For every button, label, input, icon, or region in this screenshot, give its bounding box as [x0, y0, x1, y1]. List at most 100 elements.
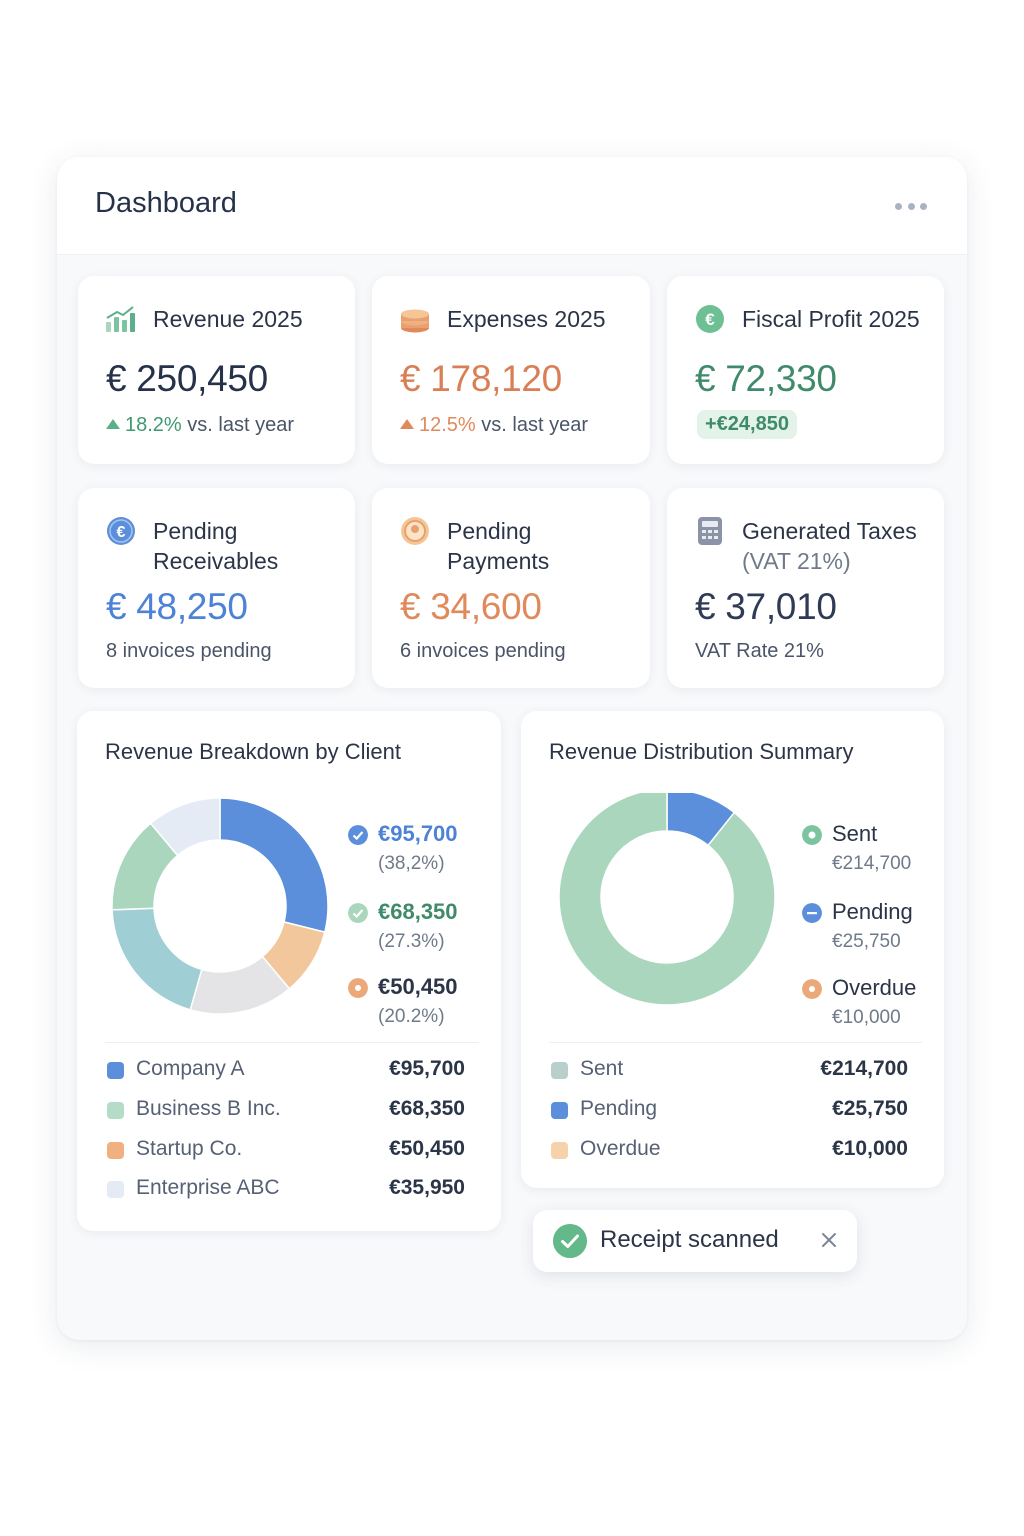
legend-amount: €35,950: [389, 1176, 465, 1199]
fiscal-profit-card[interactable]: € Fiscal Profit 2025 € 72,330 +€24,850: [667, 276, 944, 464]
callout-value: €10,000: [832, 1007, 901, 1028]
legend-name: Enterprise ABC: [136, 1176, 280, 1199]
legend-name: Overdue: [580, 1137, 661, 1160]
status-donut-chart[interactable]: [556, 793, 778, 1015]
revenue-change-pct: 18.2%: [125, 414, 182, 436]
generated-taxes-label: Generated Taxes (VAT 21%): [742, 516, 917, 576]
label-line-1: Generated Taxes: [742, 518, 917, 544]
legend-name: Business B Inc.: [136, 1097, 281, 1120]
legend-amount: €50,450: [389, 1137, 465, 1160]
expenses-change-suffix: vs. last year: [481, 414, 588, 436]
divider: [105, 1042, 479, 1043]
legend-swatch: [551, 1142, 568, 1159]
legend-name: Sent: [580, 1057, 624, 1080]
callout-percent: (20.2%): [378, 1006, 445, 1027]
legend-swatch: [107, 1062, 124, 1079]
callout-value: €50,450: [378, 974, 458, 999]
fiscal-profit-badge: +€24,850: [697, 410, 797, 439]
pending-payments-card[interactable]: Pending Payments € 34,600 6 invoices pen…: [372, 488, 650, 688]
euro-icon: €: [696, 305, 724, 333]
legend-swatch: [107, 1142, 124, 1159]
callout-percent: (38,2%): [378, 853, 445, 874]
revenue-breakdown-card: Revenue Breakdown by Client €95,700 (38,…: [77, 711, 501, 1231]
callout-label: Pending: [832, 899, 913, 924]
revenue-card[interactable]: Revenue 2025 € 250,450 18.2% vs. last ye…: [78, 276, 355, 464]
pending-payments-value: € 34,600: [400, 586, 542, 627]
coin-icon: [401, 517, 429, 545]
callout-value: €95,700: [378, 821, 458, 846]
callout-value: €68,350: [378, 899, 458, 924]
generated-taxes-note: VAT Rate 21%: [695, 640, 824, 662]
legend-row: Company A €95,700: [105, 1055, 465, 1085]
dot-circle-icon: [348, 978, 368, 998]
expenses-change: 12.5% vs. last year: [400, 414, 588, 437]
legend-row: Business B Inc. €68,350: [105, 1095, 465, 1125]
legend-amount: €68,350: [389, 1097, 465, 1120]
pending-payments-note: 6 invoices pending: [400, 640, 566, 662]
client-slice-company-a[interactable]: [219, 797, 329, 934]
legend-swatch: [107, 1102, 124, 1119]
header: Dashboard: [57, 157, 967, 255]
svg-text:€: €: [705, 310, 715, 329]
pending-payments-label: Pending Payments: [447, 516, 549, 576]
toast-message: Receipt scanned: [600, 1226, 779, 1253]
expenses-label: Expenses 2025: [447, 306, 606, 332]
up-arrow-icon: [400, 419, 414, 429]
euro-icon: €: [107, 517, 135, 545]
label-line-2: Receivables: [153, 548, 279, 574]
svg-text:€: €: [117, 524, 126, 541]
callout-label: Overdue: [832, 975, 917, 1000]
legend-amount: €214,700: [820, 1057, 908, 1080]
fiscal-profit-label: Fiscal Profit 2025: [742, 306, 920, 332]
pending-receivables-value: € 48,250: [106, 586, 248, 627]
dot-circle-icon: [802, 825, 822, 845]
legend-row: Pending €25,750: [549, 1095, 908, 1125]
pending-receivables-label: Pending Receivables: [153, 516, 278, 576]
receipt-scanned-toast: Receipt scanned: [533, 1210, 857, 1272]
status-slice-sent[interactable]: [558, 793, 776, 1006]
legend-swatch: [551, 1102, 568, 1119]
legend-name: Pending: [580, 1097, 658, 1120]
close-icon[interactable]: [819, 1230, 839, 1250]
generated-taxes-value: € 37,010: [695, 586, 837, 627]
calculator-icon: [698, 517, 722, 545]
chart-title: Revenue Breakdown by Client: [105, 739, 401, 764]
bar-chart-icon: [106, 306, 135, 332]
client-slice-business-b-inc-[interactable]: [111, 907, 203, 1011]
legend-swatch: [107, 1181, 124, 1198]
pending-receivables-card[interactable]: € Pending Receivables € 48,250 8 invoice…: [78, 488, 355, 688]
label-line-1: Pending: [447, 518, 532, 544]
expenses-card[interactable]: Expenses 2025 € 178,120 12.5% vs. last y…: [372, 276, 650, 464]
label-line-2: Payments: [447, 548, 550, 574]
revenue-value: € 250,450: [106, 358, 268, 399]
legend-row: Startup Co. €50,450: [105, 1135, 465, 1165]
legend-amount: €95,700: [389, 1057, 465, 1080]
up-arrow-icon: [106, 419, 120, 429]
callout-value: €25,750: [832, 931, 901, 952]
legend-amount: €25,750: [832, 1097, 908, 1120]
expenses-value: € 178,120: [400, 358, 562, 399]
dot-circle-icon: [802, 979, 822, 999]
label-line-2: (VAT 21%): [742, 548, 851, 574]
divider: [549, 1042, 922, 1043]
page-title: Dashboard: [95, 187, 237, 219]
generated-taxes-card[interactable]: Generated Taxes (VAT 21%) € 37,010 VAT R…: [667, 488, 944, 688]
more-options-icon[interactable]: [895, 203, 927, 211]
legend-row: Overdue €10,000: [549, 1135, 908, 1165]
callout-label: Sent: [832, 821, 878, 846]
legend-row: Enterprise ABC €35,950: [105, 1174, 465, 1204]
legend-swatch: [551, 1062, 568, 1079]
expenses-change-pct: 12.5%: [419, 414, 476, 436]
chart-title: Revenue Distribution Summary: [549, 739, 854, 764]
legend-name: Startup Co.: [136, 1137, 243, 1160]
callout-value: €214,700: [832, 853, 912, 874]
revenue-change: 18.2% vs. last year: [106, 414, 294, 437]
legend-name: Company A: [136, 1057, 245, 1080]
check-circle-icon: [348, 903, 368, 923]
client-slice-enterprise-abc[interactable]: [149, 797, 221, 857]
revenue-distribution-card: Revenue Distribution Summary Sent €214,7…: [521, 711, 944, 1188]
client-donut-chart[interactable]: [107, 793, 333, 1019]
coins-icon: [401, 309, 429, 333]
label-line-1: Pending: [153, 518, 238, 544]
legend-row: Sent €214,700: [549, 1055, 908, 1085]
